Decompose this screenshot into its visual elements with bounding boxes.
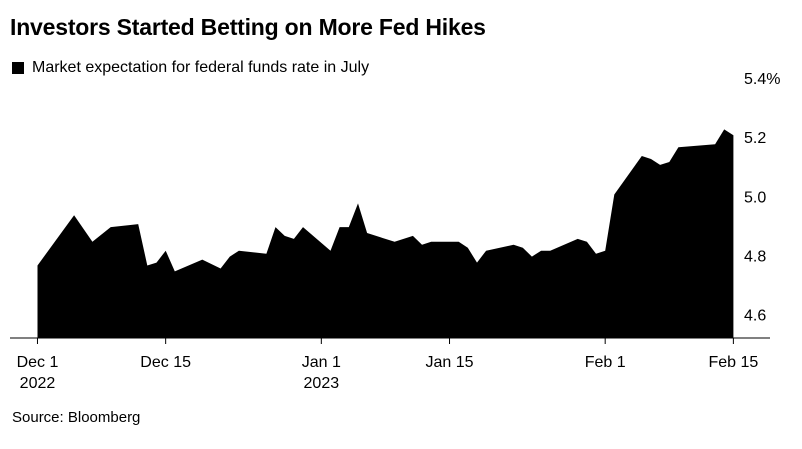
legend-label: Market expectation for federal funds rat… xyxy=(32,59,370,76)
x-tick-label: Feb 15 xyxy=(708,354,758,371)
chart-title: Investors Started Betting on More Fed Hi… xyxy=(10,14,486,40)
y-tick-label: 5.4% xyxy=(744,71,780,88)
y-tick-label: 5.0 xyxy=(744,189,766,206)
x-tick-label: Dec 1 xyxy=(17,354,59,371)
x-tick-label: Jan 1 xyxy=(302,354,341,371)
legend-swatch xyxy=(12,62,24,74)
y-tick-label: 4.8 xyxy=(744,249,766,266)
x-tick-label: Feb 1 xyxy=(585,354,626,371)
x-tick-label: Jan 15 xyxy=(425,354,473,371)
x-tick-sublabel: 2022 xyxy=(20,375,56,392)
x-tick-label: Dec 15 xyxy=(140,354,191,371)
y-tick-label: 4.6 xyxy=(744,308,766,325)
area-series xyxy=(37,129,734,338)
y-tick-label: 5.2 xyxy=(744,130,766,147)
legend: Market expectation for federal funds rat… xyxy=(12,59,369,77)
x-tick-sublabel: 2023 xyxy=(304,375,340,392)
source-note: Source: Bloomberg xyxy=(12,409,141,426)
